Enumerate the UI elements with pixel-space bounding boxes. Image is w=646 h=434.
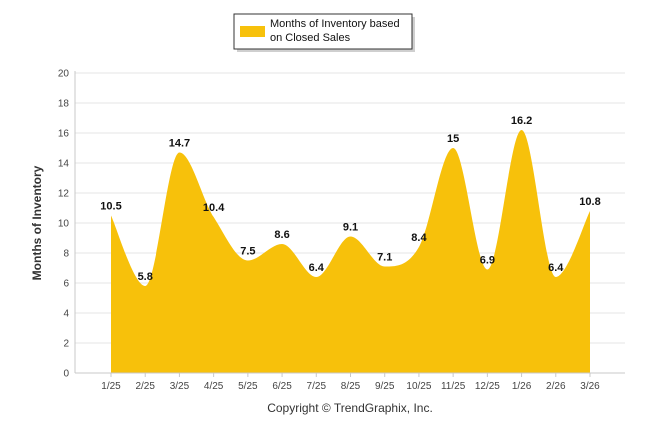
data-label-7-25: 6.4 (309, 262, 325, 274)
x-tick-label-7-25: 7/25 (307, 381, 327, 392)
data-label-3-26: 10.8 (579, 196, 600, 208)
y-axis-title: Months of Inventory (30, 165, 44, 280)
x-tick-label-10-25: 10/25 (406, 381, 431, 392)
y-tick-label-10: 10 (58, 219, 70, 230)
y-tick-label-18: 18 (58, 99, 70, 110)
x-tick-label-5-25: 5/25 (238, 381, 258, 392)
axes (74, 71, 625, 377)
y-tick-labels: 0 2 4 6 8 10 12 14 16 18 20 (58, 69, 70, 380)
x-tick-label-1-26: 1/26 (512, 381, 532, 392)
legend-entry-line-2: on Closed Sales (270, 32, 351, 44)
y-tick-label-14: 14 (58, 159, 70, 170)
x-tick-label-6-25: 6/25 (272, 381, 292, 392)
copyright-text: Copyright © TrendGraphix, Inc. (267, 401, 433, 415)
data-label-11-25: 15 (447, 133, 459, 145)
data-label-6-25: 8.6 (274, 229, 289, 241)
x-tick-label-12-25: 12/25 (475, 381, 500, 392)
data-label-2-26: 6.4 (548, 262, 564, 274)
x-tick-label-3-25: 3/25 (170, 381, 190, 392)
data-label-1-25: 10.5 (100, 201, 121, 213)
y-tick-label-12: 12 (58, 189, 70, 200)
series-area-layer (111, 130, 590, 373)
x-tick-label-8-25: 8/25 (341, 381, 361, 392)
x-tick-label-9-25: 9/25 (375, 381, 395, 392)
x-tick-label-3-26: 3/26 (580, 381, 600, 392)
x-tick-label-11-25: 11/25 (441, 381, 466, 392)
y-tick-label-16: 16 (58, 129, 70, 140)
data-label-3-25: 14.7 (169, 138, 190, 150)
x-tick-label-4-25: 4/25 (204, 381, 224, 392)
y-tick-label-8: 8 (63, 249, 69, 260)
x-tick-label-2-26: 2/26 (546, 381, 566, 392)
y-tick-label-4: 4 (63, 309, 69, 320)
legend[interactable]: Months of Inventory based on Closed Sale… (233, 13, 415, 52)
y-tick-label-6: 6 (63, 279, 69, 290)
data-label-2-25: 5.8 (138, 271, 153, 283)
series-area-months-of-inventory[interactable] (111, 130, 590, 373)
x-tick-label-1-25: 1/25 (101, 381, 121, 392)
data-label-9-25: 7.1 (377, 252, 392, 264)
y-tick-label-0: 0 (63, 369, 69, 380)
x-tick-label-2-25: 2/25 (135, 381, 155, 392)
data-label-1-26: 16.2 (511, 115, 532, 127)
data-label-4-25: 10.4 (203, 202, 225, 214)
y-tick-label-2: 2 (63, 339, 69, 350)
data-label-12-25: 6.9 (480, 255, 495, 267)
data-labels: 10.5 5.8 14.7 10.4 7.5 8.6 6.4 9.1 7.1 8.4 15 6.9 16… (100, 115, 600, 283)
data-label-10-25: 8.4 (411, 232, 427, 244)
legend-entry-line-1: Months of Inventory based (270, 18, 400, 30)
x-tick-labels: 1/25 2/25 3/25 4/25 5/25 6/25 7/25 8/25 9/25 10/2… (101, 381, 600, 392)
legend-swatch (240, 26, 265, 37)
data-label-5-25: 7.5 (240, 246, 255, 258)
y-tick-label-20: 20 (58, 69, 70, 80)
data-label-8-25: 9.1 (343, 222, 358, 234)
